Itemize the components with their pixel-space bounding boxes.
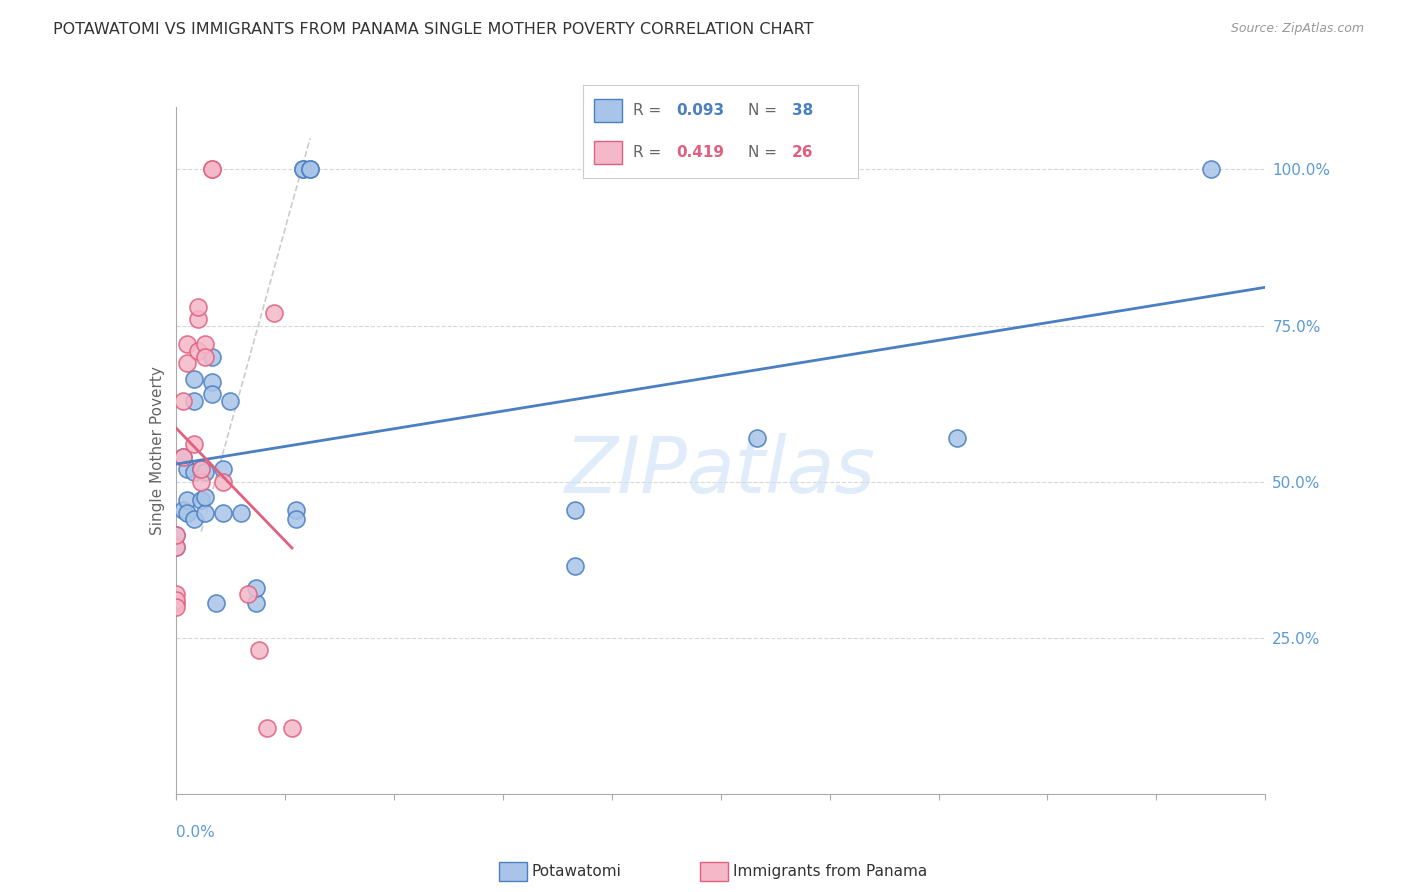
Text: POTAWATOMI VS IMMIGRANTS FROM PANAMA SINGLE MOTHER POVERTY CORRELATION CHART: POTAWATOMI VS IMMIGRANTS FROM PANAMA SIN… <box>53 22 814 37</box>
Text: N =: N = <box>748 103 782 118</box>
Point <box>190 462 212 476</box>
Point <box>201 162 224 177</box>
Point <box>1199 162 1222 177</box>
Point <box>186 312 209 326</box>
Point <box>172 450 194 464</box>
Point <box>238 587 260 601</box>
Point <box>212 462 235 476</box>
Text: 0.419: 0.419 <box>676 145 724 161</box>
Point <box>194 337 217 351</box>
Point <box>212 475 235 489</box>
Point <box>183 371 205 385</box>
Point <box>201 162 224 177</box>
Text: Potawatomi: Potawatomi <box>531 864 621 879</box>
Point <box>291 162 314 177</box>
Point <box>263 306 285 320</box>
FancyBboxPatch shape <box>595 99 621 122</box>
Point <box>190 475 212 489</box>
Point <box>165 528 187 542</box>
Point <box>245 597 267 611</box>
Text: 26: 26 <box>792 145 813 161</box>
Point <box>176 356 198 370</box>
Point <box>176 462 198 476</box>
Point <box>299 162 322 177</box>
Point <box>201 350 224 364</box>
Point <box>564 503 586 517</box>
Text: 0.0%: 0.0% <box>176 825 215 839</box>
Point <box>183 466 205 480</box>
Text: Immigrants from Panama: Immigrants from Panama <box>733 864 927 879</box>
Text: 38: 38 <box>792 103 813 118</box>
Point <box>165 528 187 542</box>
Point <box>183 393 205 408</box>
Point <box>284 503 307 517</box>
Point <box>212 506 235 520</box>
Text: N =: N = <box>748 145 782 161</box>
Point <box>176 493 198 508</box>
Point <box>201 375 224 389</box>
Point <box>172 393 194 408</box>
Point <box>256 721 278 735</box>
Point <box>291 162 314 177</box>
Point <box>186 343 209 358</box>
Point <box>219 393 242 408</box>
Point <box>194 466 217 480</box>
Point <box>231 506 253 520</box>
Point <box>190 462 212 476</box>
FancyBboxPatch shape <box>595 141 621 164</box>
Point <box>194 350 217 364</box>
Point <box>165 587 187 601</box>
Point <box>564 558 586 574</box>
Point <box>201 387 224 401</box>
Point <box>165 541 187 555</box>
Text: Source: ZipAtlas.com: Source: ZipAtlas.com <box>1230 22 1364 36</box>
Y-axis label: Single Mother Poverty: Single Mother Poverty <box>149 366 165 535</box>
Point <box>190 493 212 508</box>
Point <box>745 431 768 445</box>
Point <box>194 491 217 505</box>
Point <box>281 721 304 735</box>
Point <box>165 599 187 614</box>
Point <box>176 506 198 520</box>
Point <box>165 593 187 607</box>
Text: 0.093: 0.093 <box>676 103 725 118</box>
Point <box>176 337 198 351</box>
Point <box>194 506 217 520</box>
Text: R =: R = <box>633 103 666 118</box>
Point <box>945 431 967 445</box>
Point <box>284 512 307 526</box>
Point <box>186 300 209 314</box>
Point <box>204 597 226 611</box>
Text: ZIPatlas: ZIPatlas <box>565 433 876 509</box>
Text: R =: R = <box>633 145 666 161</box>
Point <box>165 597 187 611</box>
Point <box>245 581 267 595</box>
Point <box>165 541 187 555</box>
Point <box>299 162 322 177</box>
Point <box>172 503 194 517</box>
Point <box>172 450 194 464</box>
Point <box>247 643 270 657</box>
Point <box>183 512 205 526</box>
Point <box>183 437 205 451</box>
